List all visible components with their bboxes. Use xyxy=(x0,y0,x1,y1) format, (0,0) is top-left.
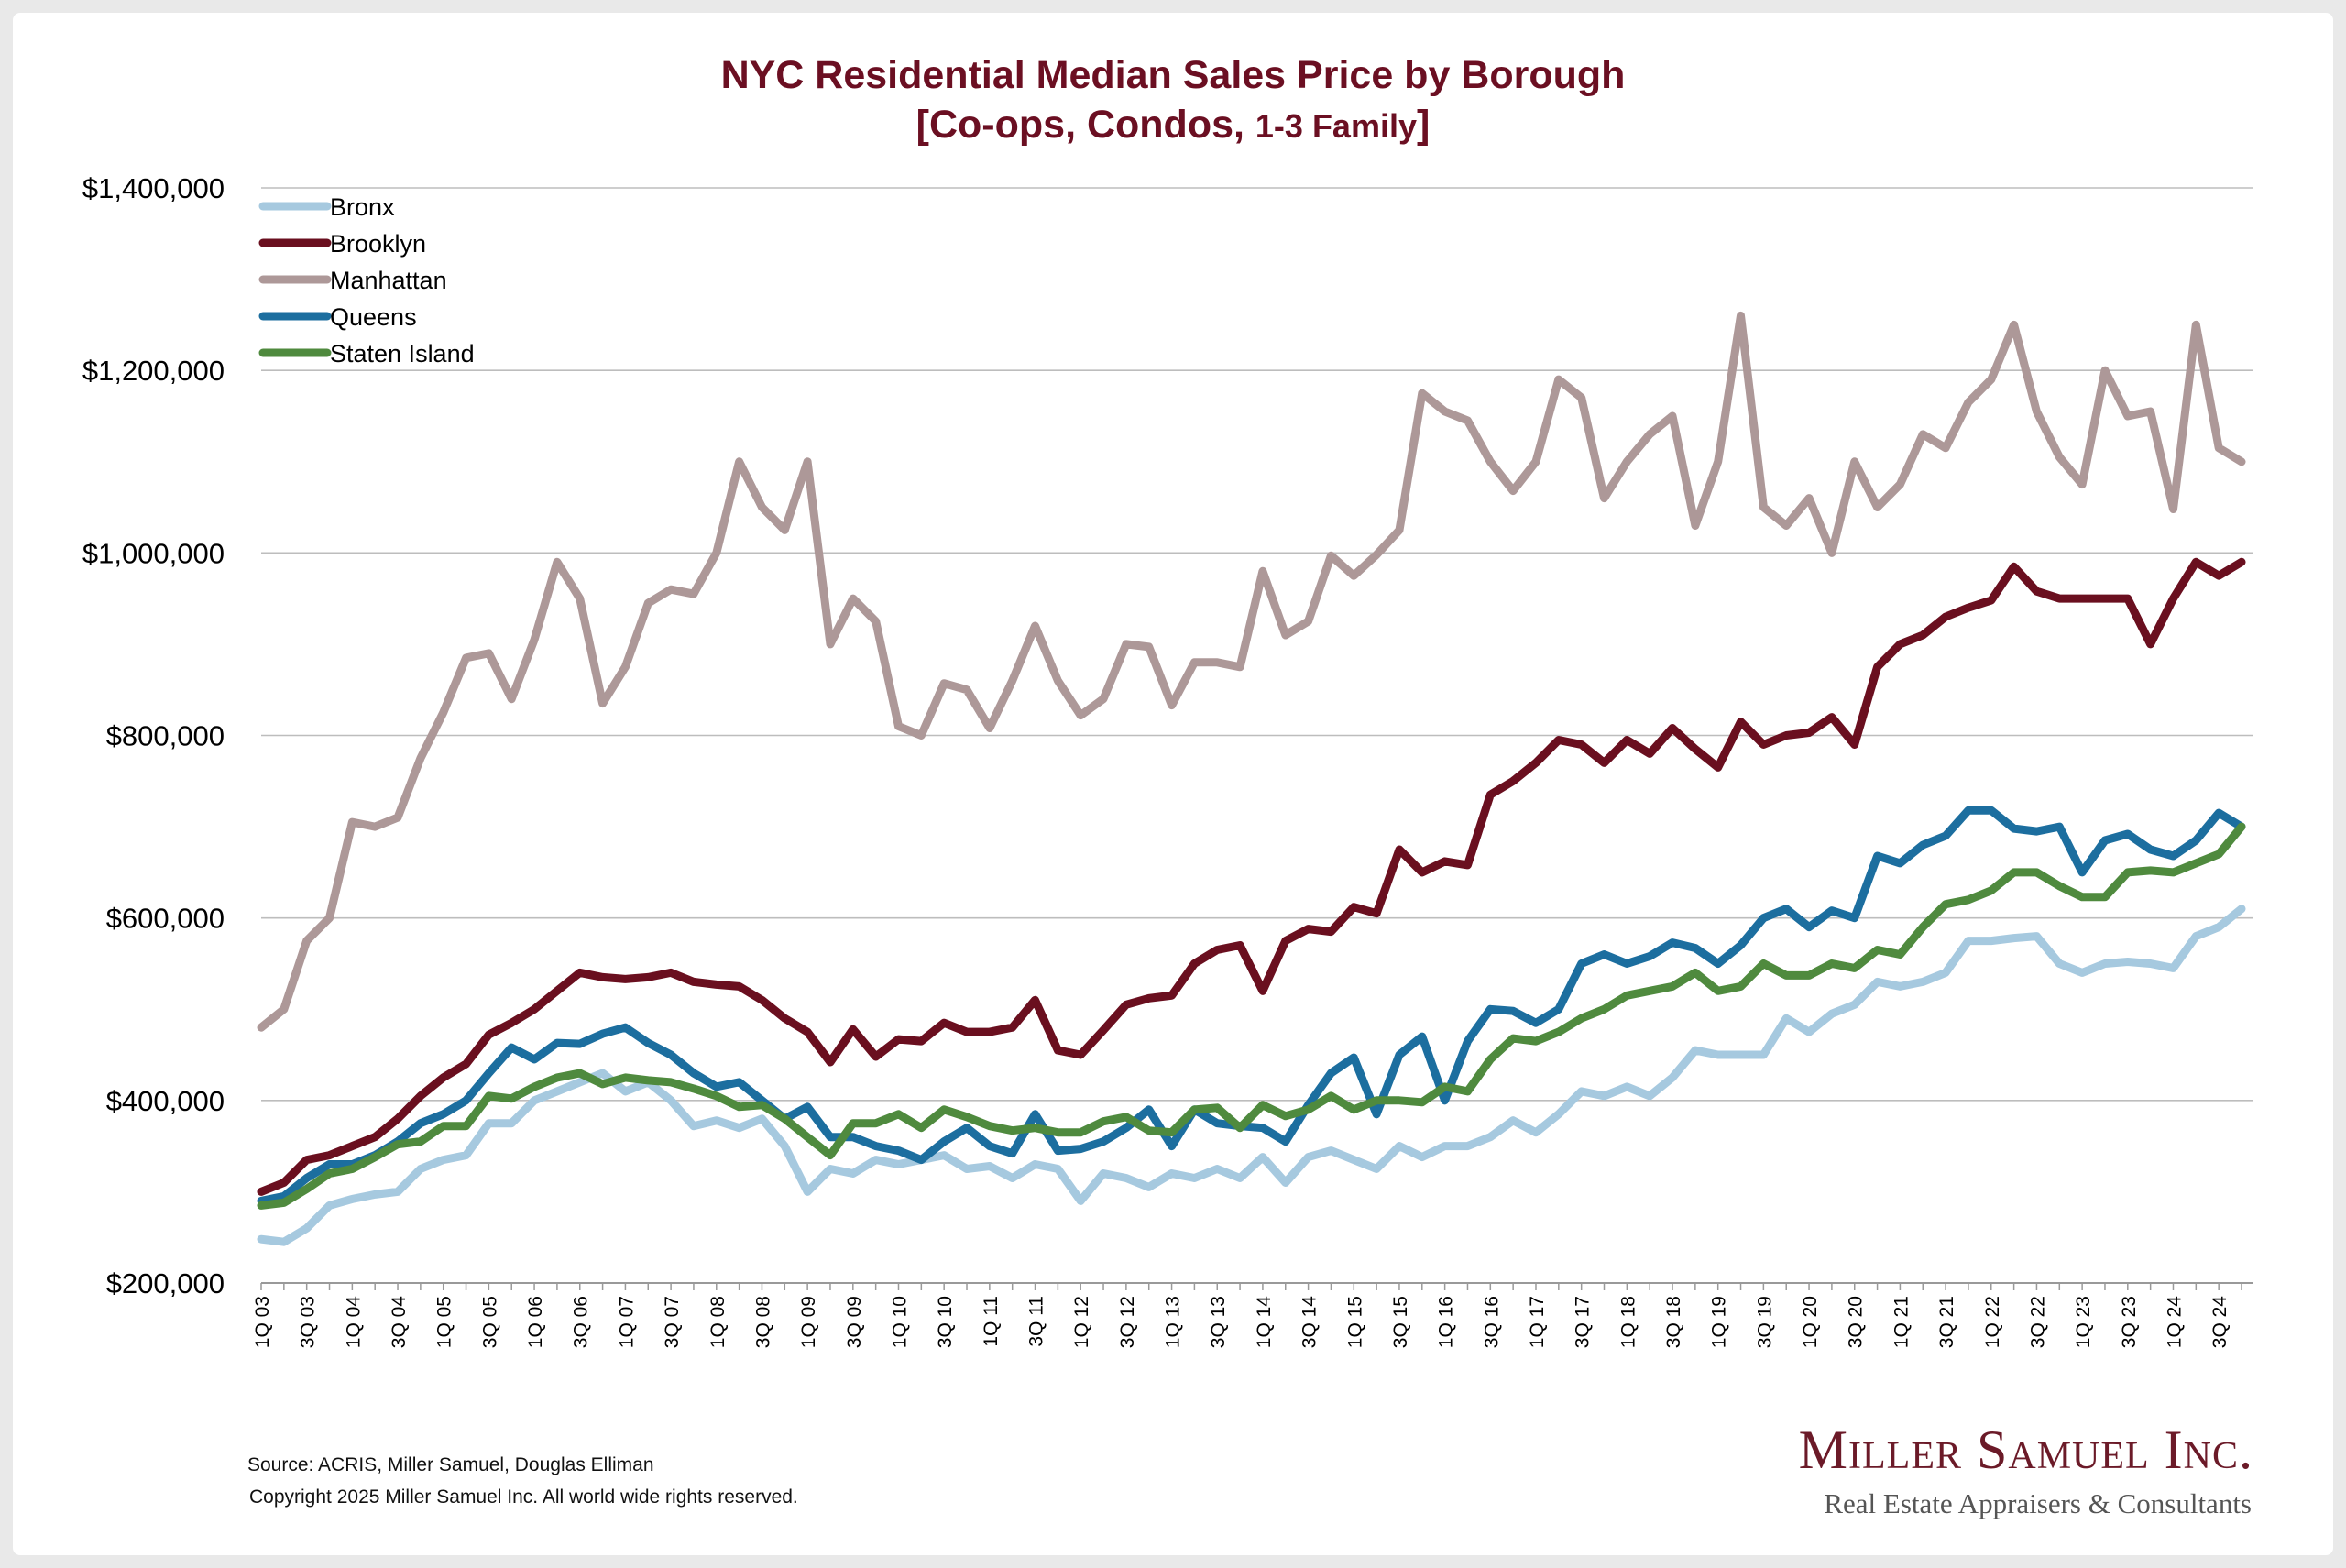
x-tick-label: 1Q 13 xyxy=(1163,1296,1184,1348)
legend-label: Brooklyn xyxy=(330,230,426,258)
x-tick-label: 3Q 24 xyxy=(2209,1296,2231,1349)
series-lines xyxy=(257,311,2246,1246)
y-tick-label: $1,200,000 xyxy=(82,355,225,387)
x-tick-label: 3Q 20 xyxy=(1846,1296,1867,1348)
x-tick-label: 3Q 23 xyxy=(2119,1296,2140,1348)
chart-frame xyxy=(13,13,2333,1555)
x-tick-label: 3Q 09 xyxy=(844,1296,865,1348)
x-tick-label: 1Q 12 xyxy=(1071,1296,1092,1348)
x-tick-label: 1Q 06 xyxy=(525,1296,546,1348)
x-tick-label: 3Q 04 xyxy=(389,1296,410,1349)
x-tick-label: 3Q 12 xyxy=(1117,1296,1138,1348)
subtitle-part-2: 1-3 Family xyxy=(1255,107,1417,145)
chart-title: NYC Residential Median Sales Price by Bo… xyxy=(720,53,1626,97)
chart-subtitle: [Co-ops, Condos, 1-3 Family] xyxy=(0,103,2346,148)
x-tick-label: 1Q 16 xyxy=(1436,1296,1457,1348)
x-tick-label: 3Q 03 xyxy=(298,1296,319,1348)
subtitle-part-3: ] xyxy=(1417,103,1431,147)
x-tick-label: 1Q 20 xyxy=(1800,1296,1821,1348)
x-tick-label: 3Q 16 xyxy=(1481,1296,1502,1348)
source-note: Source: ACRIS, Miller Samuel, Douglas El… xyxy=(247,1454,654,1475)
x-tick-label: 3Q 15 xyxy=(1390,1296,1411,1348)
x-tick-label: 3Q 05 xyxy=(479,1296,500,1348)
y-axis: $200,000 $400,000 $600,000 $800,000 $1,000,0… xyxy=(82,172,225,1299)
x-tick-label: 1Q 04 xyxy=(343,1296,364,1349)
x-tick-label: 1Q 18 xyxy=(1617,1296,1639,1348)
x-tick-label: 1Q 09 xyxy=(798,1296,819,1348)
x-tick-label: 1Q 24 xyxy=(2164,1296,2185,1349)
legend: Bronx Brooklyn Manhattan Queens Staten Islan… xyxy=(258,193,475,367)
x-tick-label: 1Q 22 xyxy=(1982,1296,2003,1348)
x-tick-label: 3Q 18 xyxy=(1663,1296,1684,1348)
x-tick-label: 1Q 11 xyxy=(981,1296,1002,1347)
legend-label: Queens xyxy=(330,303,417,331)
gridlines xyxy=(261,187,2253,1284)
x-tick-label: 1Q 21 xyxy=(1891,1296,1912,1348)
series-line-brooklyn xyxy=(257,557,2246,1196)
x-tick-label: 1Q 07 xyxy=(616,1296,637,1348)
x-tick-label: 1Q 15 xyxy=(1344,1296,1365,1348)
series-line-manhattan xyxy=(257,311,2246,1032)
x-tick-label: 1Q 08 xyxy=(707,1296,729,1348)
company-logo: Miller Samuel Inc. xyxy=(1798,1420,2253,1480)
x-tick-label: 3Q 14 xyxy=(1299,1296,1321,1349)
series-line-queens xyxy=(257,806,2246,1205)
y-tick-label: $600,000 xyxy=(106,903,225,935)
x-tick-label: 3Q 13 xyxy=(1208,1296,1229,1348)
x-tick-label: 1Q 05 xyxy=(434,1296,455,1348)
x-tick-label: 1Q 17 xyxy=(1527,1296,1548,1348)
x-tick-label: 1Q 14 xyxy=(1254,1296,1275,1349)
subtitle-part-1: [Co-ops, Condos, xyxy=(915,103,1255,147)
x-tick-label: 1Q 03 xyxy=(252,1296,273,1348)
series-line-staten-island xyxy=(257,822,2246,1210)
x-tick-label: 3Q 21 xyxy=(1936,1296,1957,1348)
company-tagline: Real Estate Appraisers & Consultants xyxy=(1824,1487,2252,1519)
x-tick-label: 3Q 22 xyxy=(2027,1296,2048,1348)
x-tick-label: 3Q 07 xyxy=(662,1296,683,1348)
x-axis: 1Q 03 3Q 03 1Q 04 3Q 04 1Q 05 3Q 05 1Q 06 3Q 06… xyxy=(252,1283,2242,1348)
legend-label: Staten Island xyxy=(330,340,475,367)
x-tick-label: 3Q 06 xyxy=(571,1296,592,1348)
y-tick-label: $200,000 xyxy=(106,1267,225,1299)
legend-label: Bronx xyxy=(330,193,395,221)
x-tick-label: 1Q 10 xyxy=(889,1296,910,1348)
x-tick-label: 3Q 08 xyxy=(752,1296,773,1348)
x-tick-label: 3Q 10 xyxy=(935,1296,956,1348)
x-tick-label: 3Q 11 xyxy=(1026,1296,1047,1347)
x-tick-label: 1Q 19 xyxy=(1709,1296,1730,1348)
x-tick-label: 1Q 23 xyxy=(2073,1296,2094,1348)
x-tick-label: 3Q 17 xyxy=(1573,1296,1594,1348)
y-tick-label: $800,000 xyxy=(106,720,225,752)
y-tick-label: $1,000,000 xyxy=(82,537,225,569)
x-tick-label: 3Q 19 xyxy=(1754,1296,1775,1348)
legend-label: Manhattan xyxy=(330,267,447,294)
y-tick-label: $1,400,000 xyxy=(82,172,225,204)
y-tick-label: $400,000 xyxy=(106,1085,225,1117)
copyright-note: Copyright 2025 Miller Samuel Inc. All wo… xyxy=(249,1486,798,1508)
